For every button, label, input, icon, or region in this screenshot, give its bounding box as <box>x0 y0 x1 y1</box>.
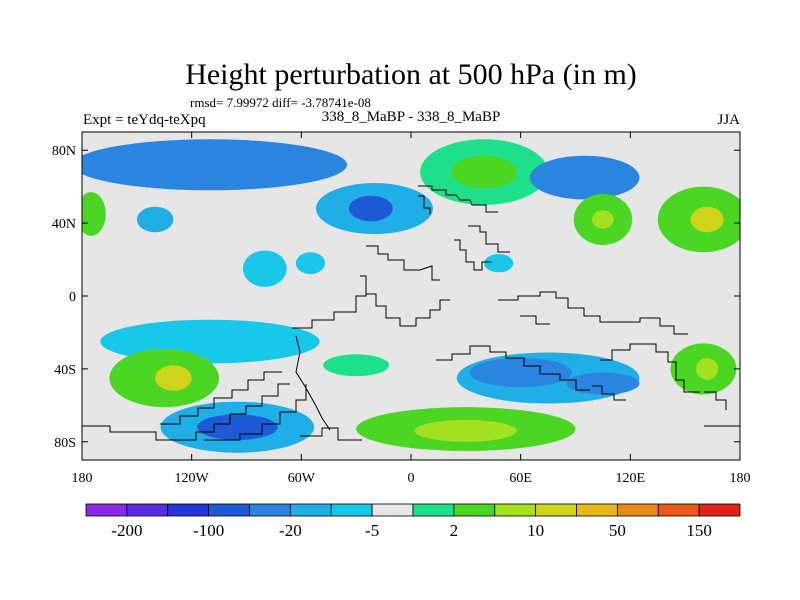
coastline-antarctica-peninsula-2 <box>164 383 290 441</box>
coastline-australia <box>600 343 700 393</box>
coastline-nz <box>704 391 727 410</box>
y-axis: 80N 40N 0 40S 80S <box>52 144 740 451</box>
season-label: JJA <box>717 112 740 128</box>
coastline-south-africa <box>436 345 590 391</box>
colorbar-swatch <box>616 503 659 517</box>
colorbar-label: 2 <box>450 521 459 540</box>
y-tick-label: 0 <box>69 290 76 305</box>
field-se-pacific-high-core <box>155 365 192 391</box>
experiment-label: Expt = teYdq-teXpq <box>83 112 206 128</box>
colorbar-swatch <box>698 503 741 517</box>
x-tick-label: 60W <box>288 471 316 486</box>
colorbar-swatch <box>85 503 128 517</box>
colorbar-swatch <box>453 503 496 517</box>
coastline-antarctica-east <box>300 427 362 441</box>
x-tick-label: 180 <box>730 471 751 486</box>
y-tick-label: 80S <box>54 436 76 451</box>
coastline-indian-east <box>659 318 688 335</box>
map-area: 180 120W 60W 0 60E 120E 180 80N 40N 0 40S 80S <box>52 131 751 486</box>
x-tick-label: 60E <box>509 471 532 486</box>
colorbar-label: -100 <box>193 521 224 540</box>
coastline-greenland <box>418 195 431 214</box>
coastline-southern-ocean-1 <box>592 385 626 401</box>
field-south-low-core-3 <box>566 372 640 395</box>
field-indian-high <box>323 354 390 377</box>
field-asia-low <box>529 155 640 200</box>
colorbar-swatch <box>535 503 577 517</box>
y-tick-label: 40N <box>52 217 76 232</box>
field-dateline-high-west <box>82 192 106 236</box>
colorbar-swatch <box>371 503 414 517</box>
field-sw-pacific-core <box>696 357 719 380</box>
field-west-pacific-core <box>591 210 614 229</box>
coastlines <box>82 185 740 441</box>
case-label: 338_8_MaBP - 338_8_MaBP <box>322 109 501 125</box>
field-antarctic-high-core <box>414 419 518 442</box>
coastline-antarctica-peninsula-3 <box>204 384 307 441</box>
field-arctic-band-west <box>82 139 347 191</box>
stats-label: rmsd= 7.99972 diff= -3.78741e-08 <box>190 95 371 110</box>
coastline-atlantic-1 <box>520 315 550 325</box>
contour-fields <box>82 139 740 453</box>
field-north-atlantic-low-core <box>348 195 393 222</box>
colorbar-swatch <box>249 503 291 517</box>
colorbar-swatch <box>330 503 373 517</box>
colorbar-label: -5 <box>365 521 379 540</box>
x-tick-label: 180 <box>72 471 93 486</box>
colorbar-label: 10 <box>527 521 544 540</box>
coastline-north-america-arctic <box>418 185 498 213</box>
x-tick-label: 120W <box>175 471 210 486</box>
field-na-low <box>136 206 174 233</box>
colorbar-swatch <box>412 503 455 517</box>
field-antarctic-low-core <box>197 414 278 440</box>
x-axis: 180 120W 60W 0 60E 120E 180 <box>72 132 751 486</box>
field-south-low-core-2 <box>469 357 572 388</box>
chart-title: Height perturbation at 500 hPa (in m) <box>185 58 637 91</box>
colorbar-swatch <box>208 503 250 517</box>
y-tick-label: 40S <box>54 363 76 378</box>
colorbar-swatch <box>494 503 537 517</box>
colorbar: -200 -100 -20 -5 2 10 50 150 <box>85 503 741 540</box>
coastline-antarctica-west <box>82 425 190 441</box>
coastline-central-america <box>454 239 492 271</box>
colorbar-swatch <box>167 503 210 517</box>
colorbar-label: 150 <box>686 521 712 540</box>
coastline-antarctica-peninsula-1 <box>160 371 282 425</box>
field-arctic-high-east-core <box>451 155 518 189</box>
colorbar-swatch <box>657 503 700 517</box>
colorbar-label: 50 <box>609 521 626 540</box>
colorbar-label: -20 <box>279 521 302 540</box>
x-tick-label: 0 <box>408 471 415 486</box>
field-tropical-low-2 <box>295 252 326 275</box>
y-tick-label: 80N <box>52 144 76 159</box>
coastline-south-america-east <box>366 293 450 327</box>
colorbar-label: -200 <box>111 521 142 540</box>
x-tick-label: 120E <box>616 471 646 486</box>
colorbar-swatch <box>576 503 618 517</box>
coastline-africa <box>498 291 660 323</box>
field-tropical-low-3 <box>484 254 514 273</box>
field-north-pacific-high-core <box>690 206 724 233</box>
colorbar-swatch <box>289 503 332 517</box>
field-tropical-low-1 <box>242 250 287 287</box>
coastline-south-america-north <box>292 275 367 329</box>
coastline-hudson <box>468 225 510 253</box>
colorbar-swatch <box>126 503 169 517</box>
coastline-antarctica-arc <box>295 335 331 431</box>
coastline-gulf <box>366 245 440 281</box>
